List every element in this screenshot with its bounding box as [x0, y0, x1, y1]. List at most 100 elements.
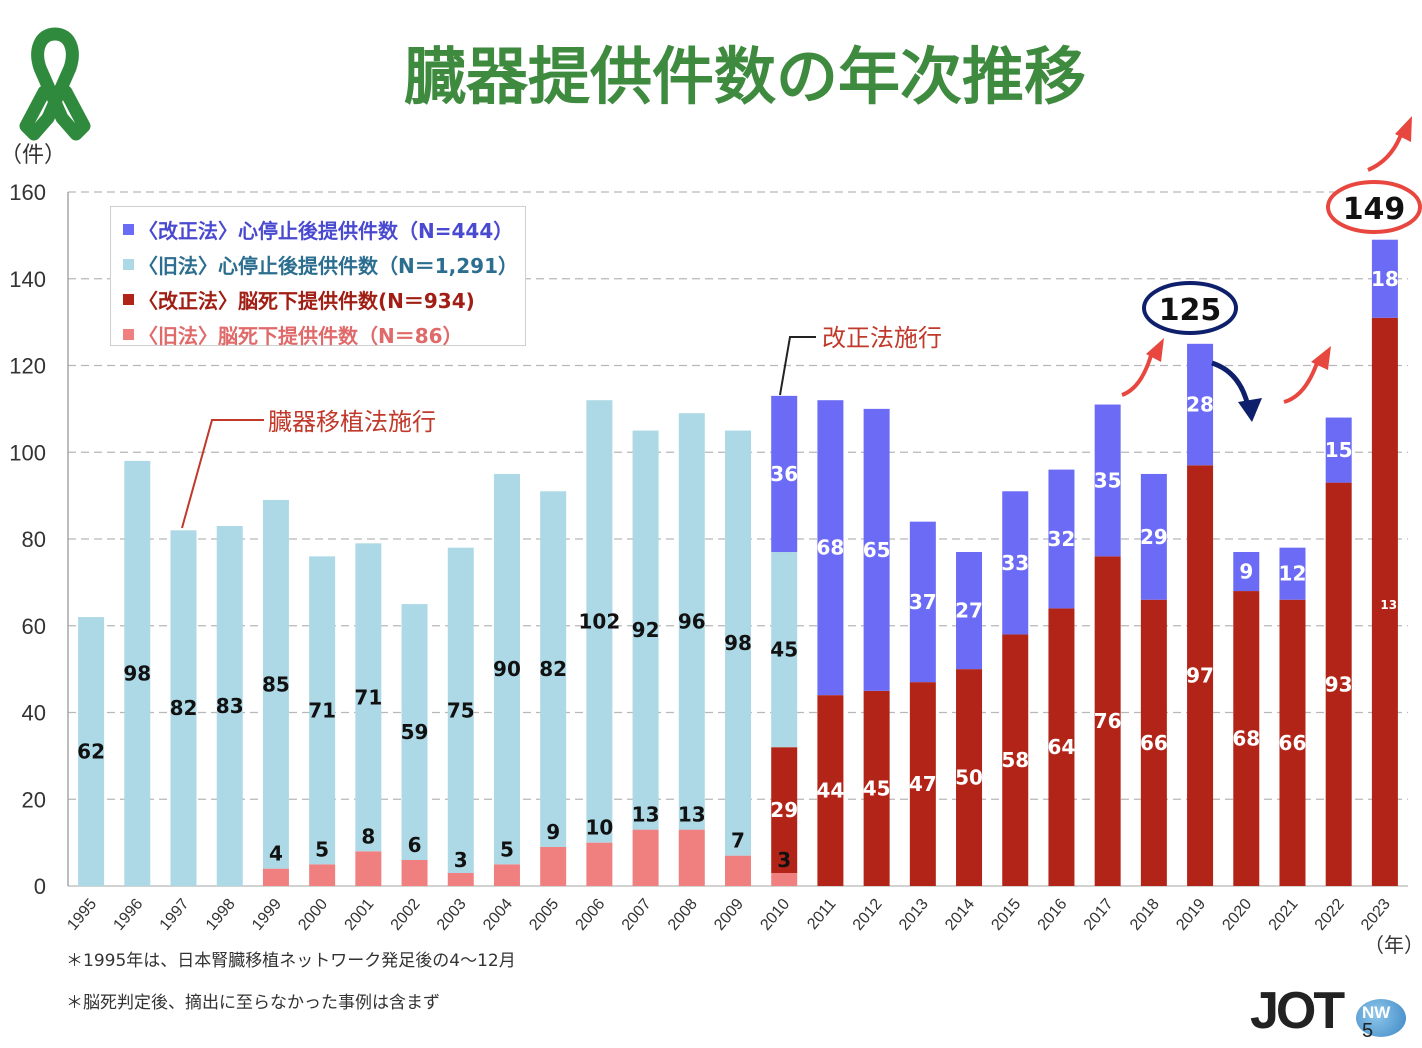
data-label: 90 — [493, 657, 521, 681]
bar-new_cardiac-2011 — [817, 400, 844, 696]
jot-logo: JOT NW — [1250, 975, 1410, 1045]
data-label: 45 — [863, 776, 891, 800]
legend-item-new-cardiac: 〈改正法〉心停止後提供件数（N=444） — [123, 215, 513, 244]
data-label: 8 — [361, 824, 375, 848]
bar-new_brain-2019 — [1187, 465, 1214, 886]
down-arrow-icon — [1211, 360, 1262, 422]
bar-old_brain-2004 — [493, 864, 520, 886]
data-label: 64 — [1048, 735, 1076, 759]
x-tick-label: 2013 — [896, 896, 932, 934]
bar-old_cardiac-2002 — [401, 604, 428, 860]
footnote-2: ＊脳死判定後、摘出に至らなかった事例は含まず — [66, 993, 440, 1013]
data-label: 37 — [909, 590, 937, 614]
bar-old_cardiac-2001 — [355, 543, 382, 852]
bar-old_cardiac-2009 — [725, 430, 751, 856]
bar-old_cardiac-1995 — [78, 617, 105, 886]
data-label: 92 — [632, 618, 660, 642]
bar-new_cardiac-2020 — [1233, 552, 1260, 592]
data-label: 50 — [955, 766, 983, 790]
bar-old_cardiac-1997 — [170, 530, 197, 886]
bar-new_cardiac-2022 — [1325, 417, 1352, 483]
legend-swatch — [123, 259, 134, 270]
data-label: 44 — [816, 779, 844, 803]
data-label: 35 — [1094, 468, 1122, 492]
logo-text: JOT — [1250, 982, 1345, 1040]
data-label: 76 — [1094, 709, 1122, 733]
bar-new_brain-2023 — [1371, 317, 1398, 887]
up-arrow-icon — [1283, 346, 1331, 404]
data-label: 65 — [863, 538, 891, 562]
bar-old_cardiac-1998 — [216, 525, 243, 886]
bar-old_cardiac-2003 — [447, 547, 474, 873]
bar-new_brain-2013 — [909, 682, 936, 886]
x-tick-label: 2012 — [850, 896, 886, 934]
logo-globe-icon — [1354, 997, 1408, 1039]
bar-new_cardiac-2010 — [771, 395, 798, 553]
data-label: 66 — [1140, 731, 1168, 755]
data-label: 71 — [354, 685, 382, 709]
data-label: 28 — [1186, 393, 1214, 417]
highlight-2023: 149 — [1326, 180, 1422, 234]
up-arrow-icon — [1367, 116, 1412, 172]
data-label: 82 — [539, 657, 567, 681]
bar-new_cardiac-2016 — [1048, 469, 1075, 609]
bar-old_brain-2000 — [309, 864, 336, 886]
y-tick-label: 60 — [22, 614, 46, 639]
x-tick-label: 2011 — [804, 896, 839, 933]
legend-swatch — [123, 224, 134, 235]
bar-new_brain-2020 — [1233, 591, 1260, 886]
data-label: 131 — [1380, 598, 1405, 612]
data-label: 93 — [1325, 672, 1353, 696]
data-label: 10 — [585, 816, 613, 840]
x-tick-label: 2022 — [1312, 896, 1348, 934]
law-revised-label: 改正法施行 — [822, 324, 942, 352]
highlight-2019: 125 — [1142, 281, 1238, 335]
bar-old_cardiac-2008 — [678, 413, 705, 830]
x-tick-label: 2017 — [1081, 896, 1117, 934]
bar-new_cardiac-2019 — [1187, 343, 1214, 466]
x-tick-label: 1995 — [64, 896, 100, 934]
law-revised-annotation: 改正法施行 — [779, 324, 942, 396]
legend-item-old-brain: 〈旧法〉脳死下提供件数（N＝86） — [123, 320, 463, 349]
bar-old_cardiac-2007 — [632, 430, 659, 830]
data-label: 82 — [170, 696, 198, 720]
y-tick-label: 80 — [22, 527, 46, 552]
data-label: 83 — [216, 694, 244, 718]
bar-old_brain-2010 — [771, 872, 798, 886]
x-tick-label: 1997 — [157, 896, 193, 934]
data-label: 15 — [1325, 438, 1353, 462]
legend-label: 〈旧法〉脳死下提供件数（N＝86） — [138, 324, 463, 348]
bar-new_brain-2012 — [863, 690, 890, 886]
y-tick-label: 120 — [9, 354, 46, 379]
bar-new_cardiac-2021 — [1279, 547, 1306, 600]
green-ribbon-icon — [19, 27, 91, 141]
bar-old_cardiac-2000 — [309, 556, 336, 865]
data-label: 9 — [546, 820, 560, 844]
legend-label: 〈改正法〉心停止後提供件数（N=444） — [138, 219, 514, 243]
bar-new_brain-2015 — [1002, 634, 1029, 886]
data-label: 9 — [1239, 560, 1253, 584]
x-tick-label: 2002 — [388, 896, 424, 934]
data-label: 5 — [315, 837, 329, 861]
legend-swatch — [123, 294, 134, 305]
x-tick-label: 2015 — [988, 896, 1024, 934]
data-label: 66 — [1279, 731, 1307, 755]
y-unit-label: （件） — [0, 143, 66, 168]
bar-new_cardiac-2018 — [1140, 473, 1167, 600]
x-tick-label: 2006 — [573, 896, 609, 934]
x-tick-label: 1999 — [249, 896, 285, 934]
up-arrow-icon — [1121, 338, 1164, 397]
data-label: 68 — [816, 536, 844, 560]
chart-legend: 〈改正法〉心停止後提供件数（N=444） 〈旧法〉心停止後提供件数（N＝1,29… — [110, 206, 526, 349]
bar-old_brain-2009 — [725, 855, 751, 886]
data-label: 4 — [269, 842, 283, 866]
bar-old_cardiac-2004 — [493, 473, 520, 865]
data-label: 96 — [678, 609, 706, 633]
page-number: 5 — [1362, 1020, 1374, 1042]
x-tick-label: 2003 — [434, 896, 470, 934]
data-label: 59 — [401, 720, 429, 744]
bar-old_cardiac-2010 — [771, 552, 798, 748]
legend-item-new-brain: 〈改正法〉脳死下提供件数(N＝934) — [123, 285, 475, 314]
bar-old_brain-2002 — [401, 859, 428, 886]
